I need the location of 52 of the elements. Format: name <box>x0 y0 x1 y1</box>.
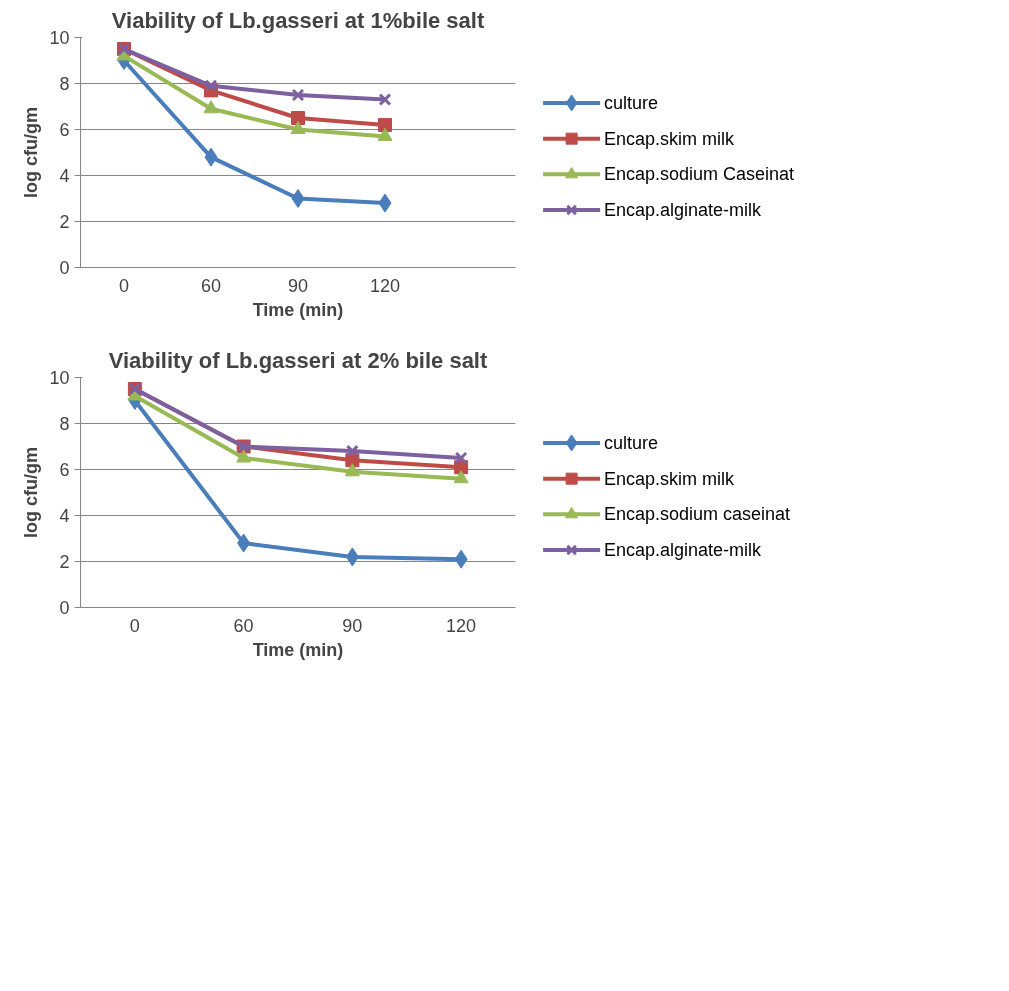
y-tick-label: 6 <box>59 120 70 140</box>
point <box>291 88 305 102</box>
legend-label: culture <box>603 432 658 453</box>
point <box>378 93 392 107</box>
y-tick-label: 0 <box>59 598 70 618</box>
chart-title: Viability of Lb.gasseri at 1%bile salt <box>111 7 485 33</box>
y-tick-label: 4 <box>59 506 70 526</box>
legend-label: culture <box>603 92 658 113</box>
legend-label: Encap.skim milk <box>603 468 735 489</box>
point <box>453 470 469 484</box>
x-axis-title: Time (min) <box>252 639 344 660</box>
y-tick-label: 2 <box>59 552 70 572</box>
x-tick-label: 120 <box>369 275 401 296</box>
x-axis-title: Time (min) <box>252 299 344 320</box>
x-tick-label: 60 <box>200 275 222 296</box>
x-tick-label: 120 <box>446 615 477 636</box>
legend-label: Encap.sodium caseinat <box>603 504 791 525</box>
legend-label: Encap.sodium Caseinat <box>603 164 795 185</box>
point <box>344 463 360 477</box>
y-tick-label: 8 <box>59 414 70 434</box>
point <box>204 147 218 167</box>
legend-label: Encap.alginate-milk <box>603 540 762 561</box>
point <box>378 193 392 213</box>
x-tick-label: 90 <box>342 615 363 636</box>
point <box>378 117 392 132</box>
y-tick-label: 8 <box>59 74 70 94</box>
point <box>204 79 218 93</box>
point <box>345 547 359 567</box>
point <box>454 549 468 569</box>
point <box>291 189 305 208</box>
point <box>454 451 468 465</box>
y-tick-label: 6 <box>59 460 70 480</box>
x-tick-label: 60 <box>233 615 254 636</box>
x-tick-label: 90 <box>287 275 309 296</box>
point <box>291 111 305 125</box>
point <box>345 444 359 458</box>
point <box>203 100 219 114</box>
point <box>237 533 251 553</box>
y-tick-label: 2 <box>59 212 70 232</box>
y-tick-label: 0 <box>59 258 70 278</box>
y-axis-title: log cfu/gm <box>21 107 42 198</box>
chart-title: Viability of Lb.gasseri at 2% bile salt <box>108 347 488 373</box>
legend-label: Encap.alginate-milk <box>603 200 762 221</box>
point <box>290 120 306 135</box>
y-tick-label: 10 <box>49 28 70 48</box>
y-tick-label: 4 <box>59 166 70 186</box>
point <box>236 449 252 463</box>
legend-label: Encap.skim milk <box>603 128 735 149</box>
y-tick-label: 10 <box>49 368 70 388</box>
y-axis-title: log cfu/gm <box>21 447 42 538</box>
x-tick-label: 0 <box>118 275 130 296</box>
x-tick-label: 0 <box>129 615 140 636</box>
